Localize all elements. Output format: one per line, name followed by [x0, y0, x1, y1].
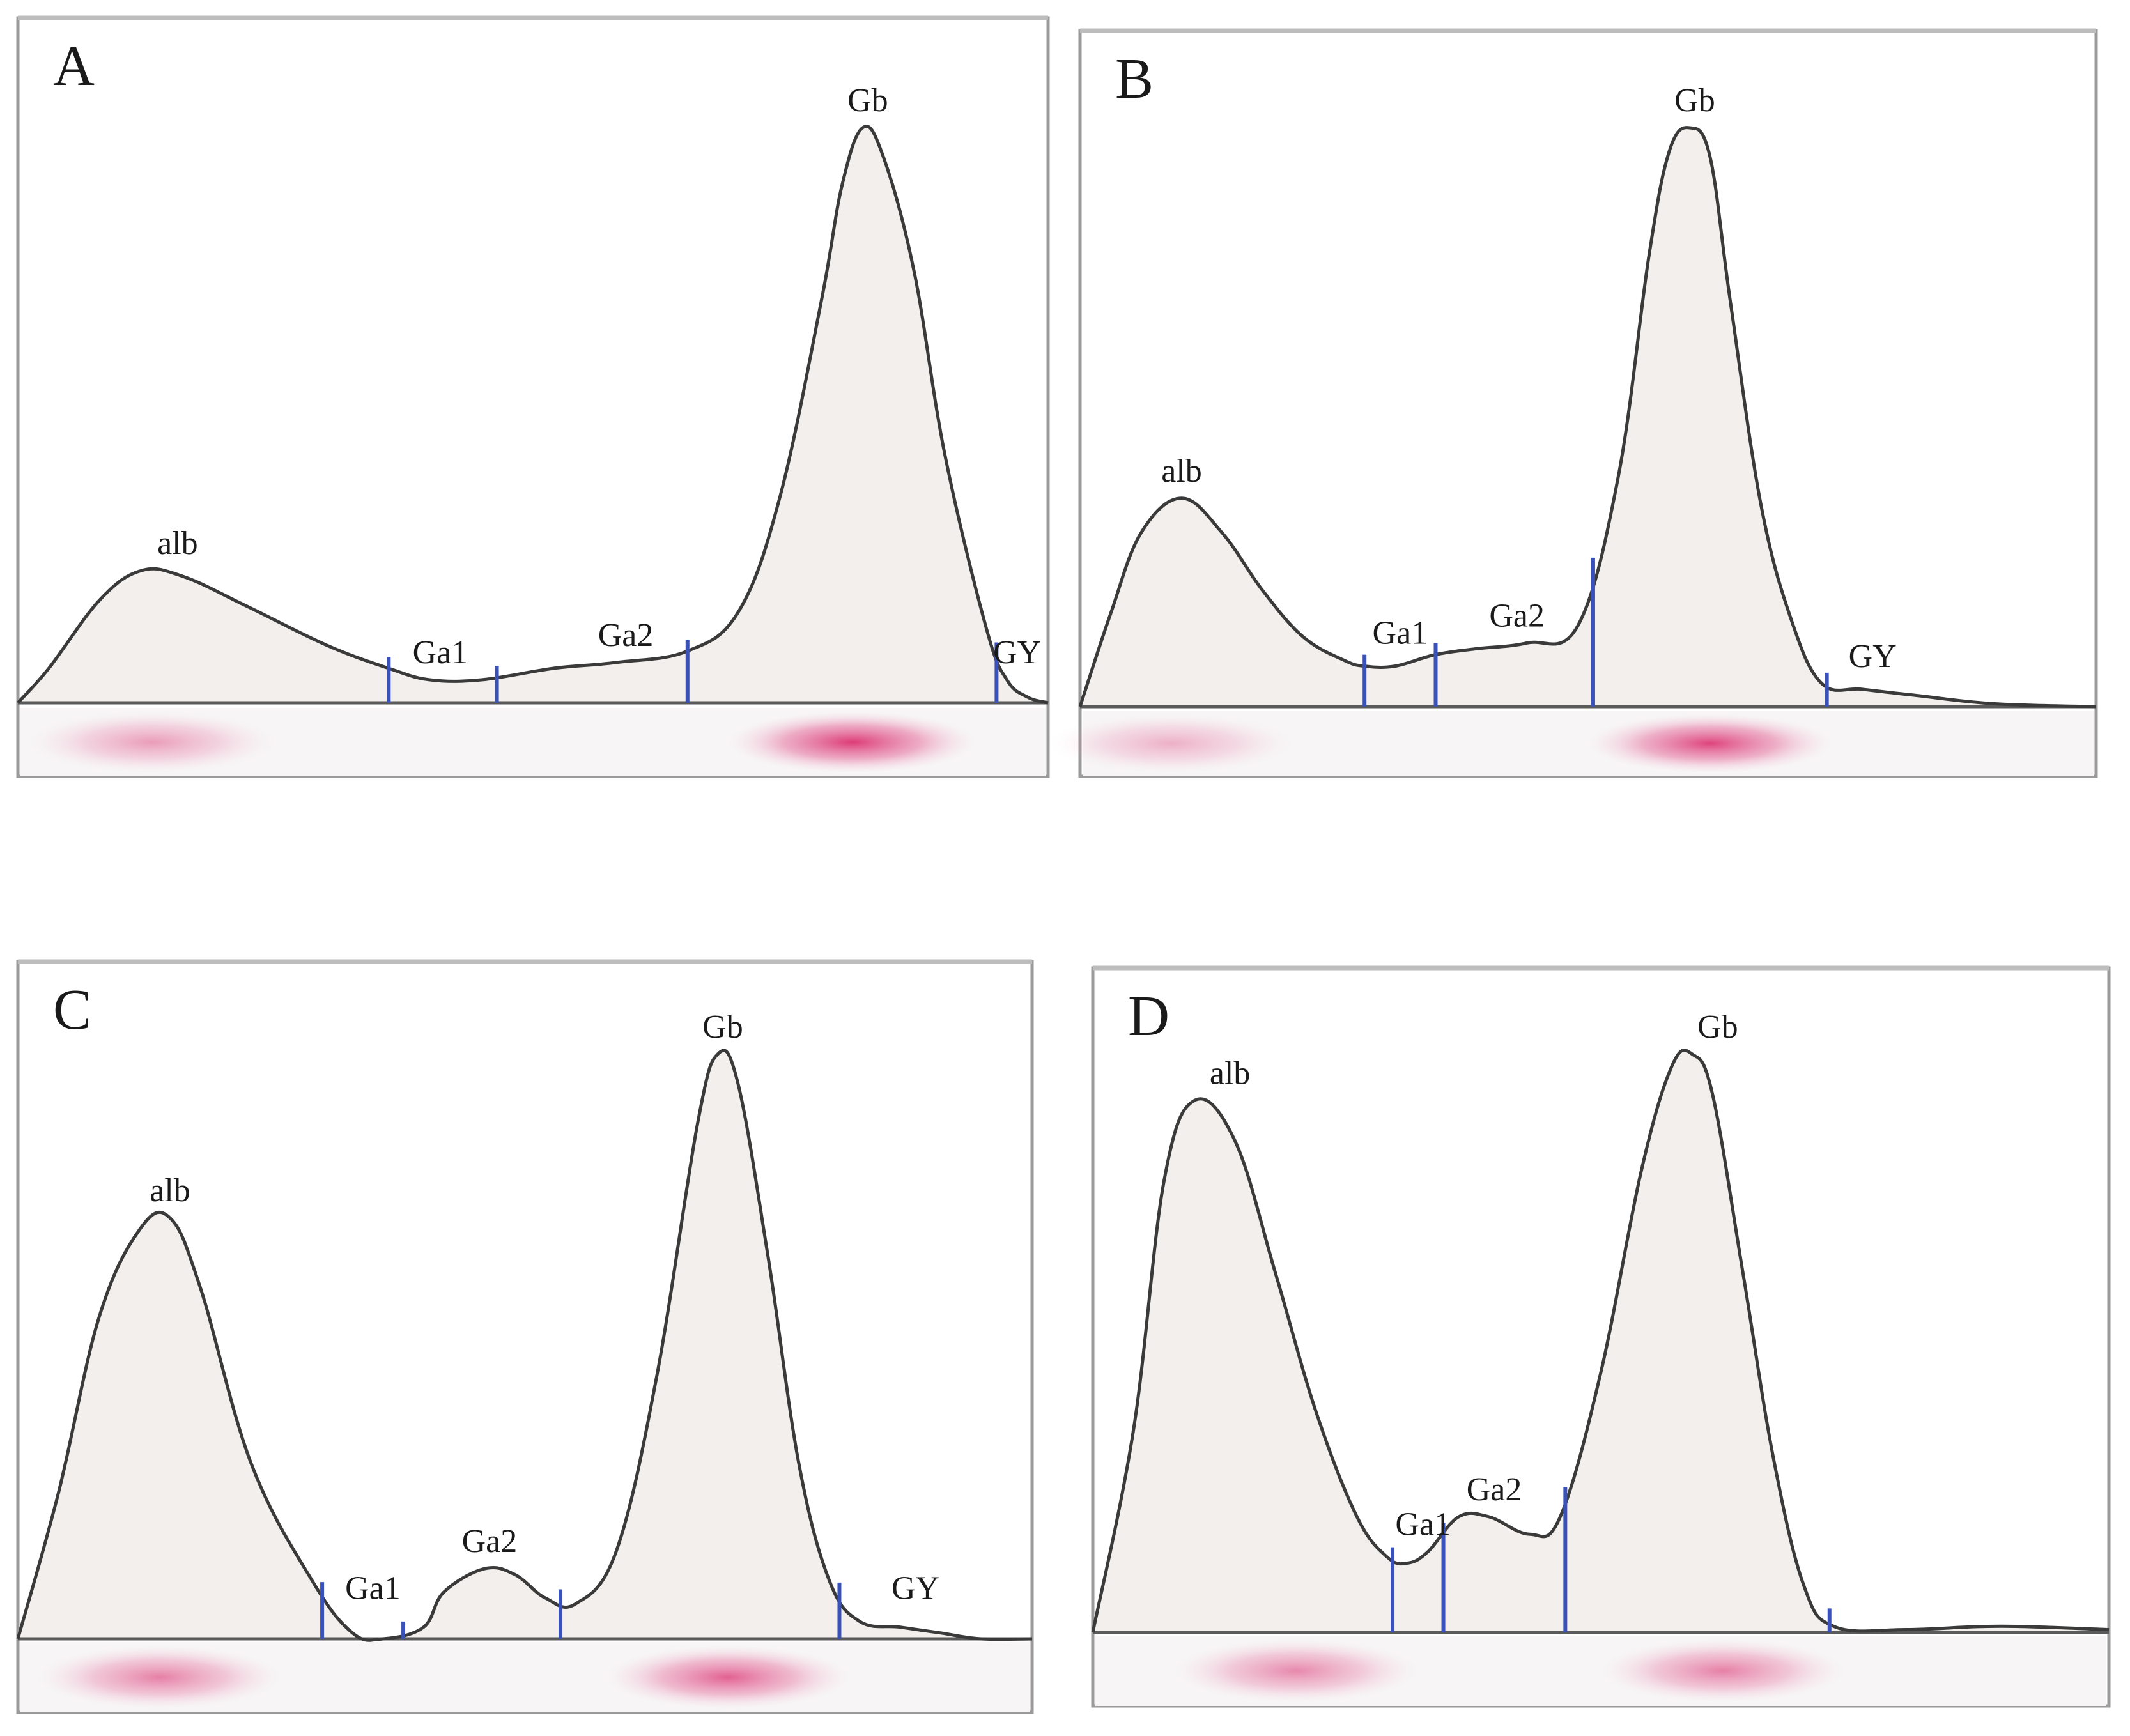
- stained-band: [38, 1645, 282, 1709]
- panel-letter: A: [53, 35, 95, 98]
- peak-label-ga2: Ga2: [598, 617, 654, 654]
- peak-label-gb: Gb: [702, 1009, 743, 1045]
- peak-label-ga2: Ga2: [1489, 597, 1545, 634]
- peak-label-gb: Gb: [847, 82, 888, 119]
- panel-a: alb Ga1 Ga2 Gb GY A: [16, 15, 1050, 778]
- curve-area: [1080, 127, 2096, 707]
- stained-band: [606, 1645, 850, 1709]
- peak-label-gb: Gb: [1674, 82, 1715, 119]
- stained-band: [1174, 1639, 1418, 1703]
- peak-label-alb: alb: [157, 525, 198, 562]
- stained-band: [1049, 714, 1293, 773]
- peak-label-alb: alb: [1161, 453, 1202, 489]
- peak-label-gb: Gb: [1697, 1009, 1738, 1045]
- panel-c: alb Ga1 Ga2 Gb GY C: [16, 959, 1034, 1714]
- peak-label-ga1: Ga1: [413, 634, 468, 671]
- stained-band: [28, 711, 275, 773]
- panel-b: alb Ga1 Ga2 Gb GY B: [1049, 28, 2098, 778]
- curve-area: [18, 1050, 1032, 1641]
- panel-letter: B: [1115, 47, 1154, 111]
- panel-letter: C: [53, 978, 91, 1041]
- panel-letter: D: [1128, 985, 1169, 1048]
- peak-label-ga1: Ga1: [345, 1570, 401, 1606]
- densitometry-curve: [1078, 126, 2097, 709]
- stained-band: [729, 711, 976, 773]
- peak-label-ga2: Ga2: [462, 1523, 518, 1560]
- stained-band: [1588, 714, 1832, 773]
- peak-label-alb: alb: [1210, 1055, 1251, 1091]
- peak-label-ga1: Ga1: [1373, 615, 1428, 652]
- stained-band: [1601, 1639, 1845, 1703]
- peak-label-alb: alb: [150, 1172, 190, 1209]
- curve-area: [18, 126, 1048, 703]
- densitometry-curve: [1091, 1049, 2110, 1633]
- panel-d: alb Ga1 Ga2 Gb D: [1091, 965, 2111, 1708]
- peak-label-ga2: Ga2: [1467, 1471, 1522, 1508]
- peak-label-gy: GY: [1849, 638, 1897, 675]
- curve-area: [1093, 1050, 2109, 1632]
- peak-label-ga1: Ga1: [1395, 1506, 1451, 1542]
- peak-label-gy: GY: [891, 1570, 939, 1606]
- peak-label-gy: GY: [993, 634, 1041, 671]
- densitometry-curve: [17, 125, 1049, 705]
